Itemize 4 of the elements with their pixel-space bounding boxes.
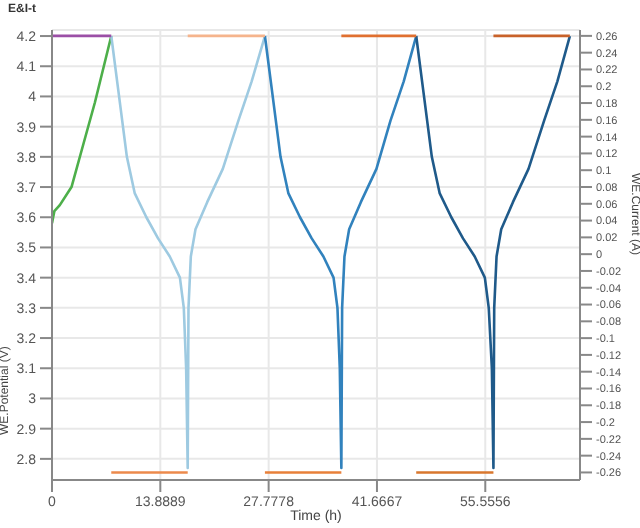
- line-series: [52, 34, 113, 225]
- line-series: [263, 34, 418, 470]
- line-series: [414, 34, 572, 470]
- line-series: [109, 34, 267, 470]
